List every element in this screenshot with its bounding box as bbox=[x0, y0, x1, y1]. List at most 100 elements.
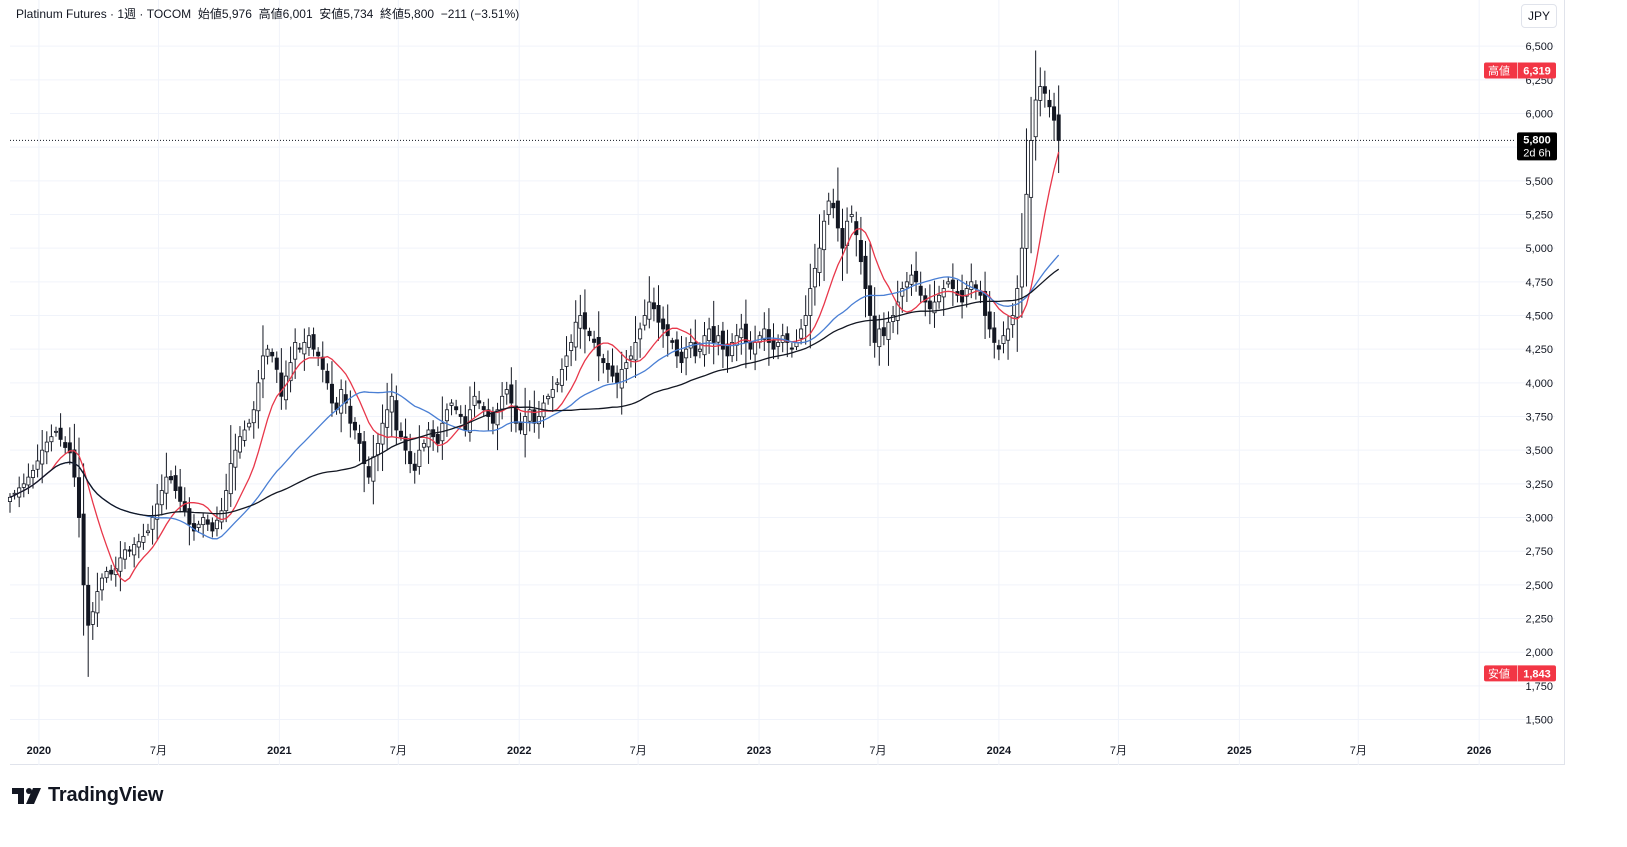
candle bbox=[95, 572, 100, 627]
candle bbox=[822, 210, 827, 281]
y-tick-label: 2,750 bbox=[1525, 546, 1553, 558]
candle bbox=[840, 208, 845, 281]
chart-frame[interactable] bbox=[10, 0, 1565, 765]
candle bbox=[145, 523, 150, 536]
candle bbox=[996, 339, 1001, 361]
candle bbox=[619, 351, 624, 415]
candle bbox=[877, 314, 882, 366]
candle bbox=[550, 376, 555, 412]
candle bbox=[495, 402, 500, 451]
candle bbox=[633, 316, 638, 378]
candle bbox=[214, 506, 219, 537]
candle bbox=[458, 405, 463, 424]
candle bbox=[794, 329, 799, 350]
candle bbox=[150, 505, 155, 545]
open-value: 5,976 bbox=[221, 7, 252, 21]
chart-legend-header: Platinum Futures · 1週 · TOCOM 始値5,976 高値… bbox=[16, 5, 519, 22]
y-tick-label: 1,500 bbox=[1525, 715, 1553, 727]
candle bbox=[955, 279, 960, 303]
candle bbox=[527, 400, 532, 432]
y-tick-label: 4,000 bbox=[1525, 378, 1553, 390]
candle bbox=[444, 403, 449, 437]
candle bbox=[477, 390, 482, 410]
candle bbox=[1047, 89, 1052, 118]
tradingview-logo[interactable]: TradingView bbox=[12, 784, 163, 807]
candle bbox=[684, 337, 689, 376]
candle bbox=[582, 289, 587, 354]
candle bbox=[688, 328, 693, 358]
candle bbox=[53, 426, 59, 437]
candle bbox=[210, 517, 215, 538]
candle bbox=[288, 346, 293, 393]
candle bbox=[808, 263, 813, 349]
candle bbox=[426, 422, 431, 464]
candle bbox=[693, 319, 698, 364]
x-tick-label: 7月 bbox=[390, 745, 407, 757]
candle bbox=[205, 514, 210, 531]
close-value: 5,800 bbox=[404, 7, 435, 21]
x-tick-label: 2024 bbox=[987, 745, 1012, 757]
interval[interactable]: 1週 bbox=[117, 7, 137, 21]
candle bbox=[739, 313, 744, 355]
x-tick-label: 7月 bbox=[1350, 745, 1367, 757]
y-tick-label: 2,000 bbox=[1525, 647, 1553, 659]
candle bbox=[748, 331, 753, 360]
candle bbox=[771, 323, 776, 360]
symbol-name[interactable]: Platinum Futures bbox=[16, 7, 107, 21]
x-tick-label: 2022 bbox=[507, 745, 531, 757]
candle bbox=[651, 287, 656, 322]
candle bbox=[389, 373, 394, 438]
candle bbox=[99, 573, 104, 601]
candle bbox=[260, 325, 265, 399]
candle bbox=[40, 430, 45, 484]
candle bbox=[247, 418, 252, 431]
separator: · bbox=[136, 7, 147, 21]
candle bbox=[845, 207, 850, 274]
candle bbox=[509, 367, 514, 432]
currency-button[interactable]: JPY bbox=[1521, 4, 1557, 28]
candle bbox=[670, 337, 675, 350]
x-tick-label: 7月 bbox=[150, 745, 167, 757]
high-badge-label: 高値 bbox=[1488, 64, 1510, 78]
candle bbox=[311, 327, 316, 357]
y-tick-label: 4,750 bbox=[1525, 277, 1553, 289]
candle bbox=[592, 330, 597, 350]
candle bbox=[375, 432, 380, 472]
candle bbox=[601, 353, 606, 374]
high-label: 高値 bbox=[258, 7, 283, 21]
candle bbox=[67, 427, 72, 465]
candle bbox=[858, 216, 863, 275]
candle bbox=[702, 321, 707, 367]
x-tick-label: 2021 bbox=[267, 745, 291, 757]
low-badge-label: 安値 bbox=[1488, 666, 1510, 680]
candle bbox=[435, 426, 440, 453]
candle bbox=[72, 423, 77, 487]
candle bbox=[909, 264, 914, 296]
candle bbox=[49, 424, 54, 452]
candle bbox=[325, 363, 330, 390]
last-price-value: 5,800 bbox=[1523, 134, 1551, 146]
candle bbox=[1042, 70, 1047, 108]
candle bbox=[950, 263, 955, 306]
candle bbox=[983, 271, 988, 339]
candle bbox=[357, 424, 362, 462]
candle bbox=[7, 493, 13, 513]
moving-averages bbox=[9, 151, 1060, 583]
candle bbox=[196, 520, 201, 533]
candle bbox=[141, 523, 146, 550]
candle bbox=[224, 473, 229, 523]
candle bbox=[329, 361, 334, 417]
candle bbox=[118, 541, 123, 592]
candle bbox=[900, 281, 905, 313]
candle bbox=[431, 420, 436, 451]
candle bbox=[803, 295, 808, 345]
x-tick-label: 7月 bbox=[1110, 745, 1127, 757]
candle bbox=[817, 214, 822, 287]
candle bbox=[849, 205, 854, 223]
low-badge: 安値 1,843 bbox=[1484, 665, 1556, 682]
time-axis[interactable]: 2020 7月 2021 7月 2022 7月 2023 7月 2024 7月 2025 7月 2026 bbox=[27, 745, 1492, 757]
candle bbox=[127, 545, 132, 557]
candle bbox=[81, 463, 86, 636]
candle bbox=[242, 420, 247, 447]
